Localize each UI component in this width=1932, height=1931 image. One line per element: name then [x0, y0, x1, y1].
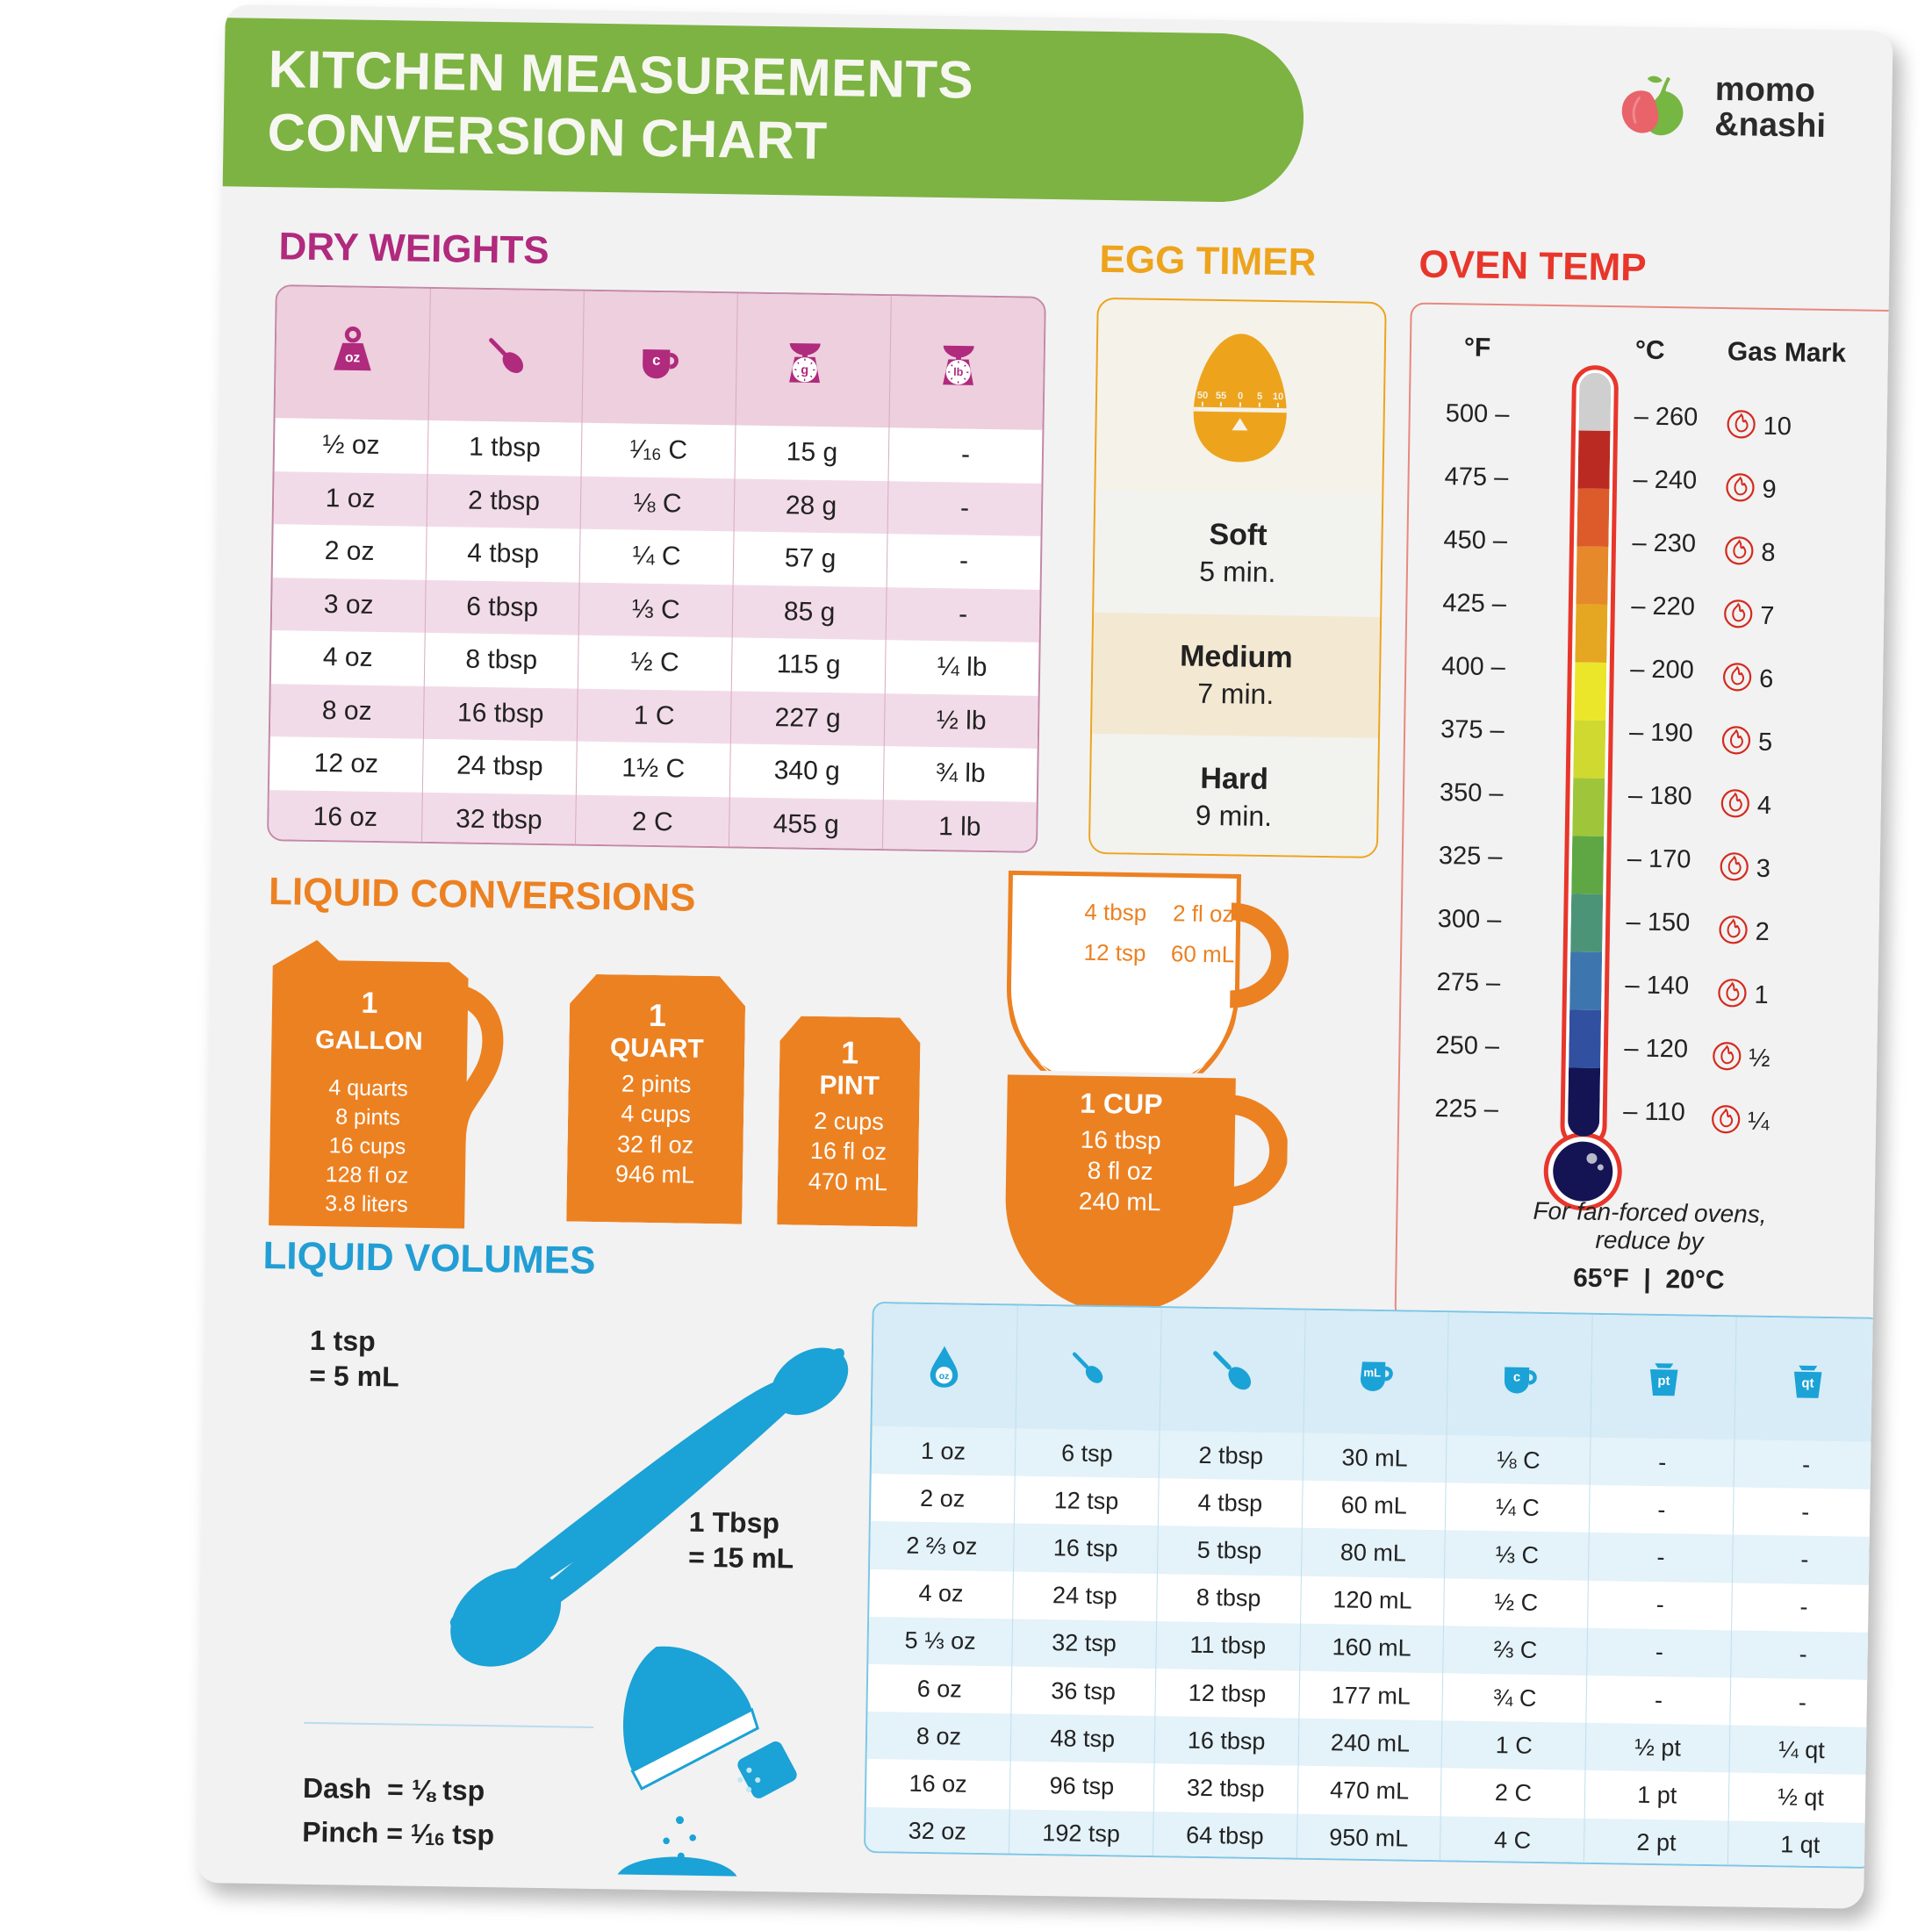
svg-text:oz: oz: [345, 350, 361, 365]
svg-text:pt: pt: [1657, 1375, 1670, 1389]
svg-text:c: c: [652, 353, 660, 369]
svg-text:8 fl oz: 8 fl oz: [1088, 1157, 1153, 1185]
svg-text:oz: oz: [939, 1371, 950, 1382]
svg-text:10: 10: [1273, 391, 1283, 402]
svg-text:240 mL: 240 mL: [1079, 1188, 1161, 1216]
svg-text:c: c: [1513, 1370, 1521, 1384]
svg-text:5: 5: [1257, 391, 1262, 402]
svg-text:60 mL: 60 mL: [1171, 940, 1235, 967]
svg-text:16 cups: 16 cups: [329, 1133, 406, 1159]
svg-text:mL: mL: [1363, 1366, 1381, 1379]
svg-text:1 CUP: 1 CUP: [1080, 1088, 1163, 1120]
svg-text:16 tbsp: 16 tbsp: [1081, 1126, 1161, 1154]
svg-text:55: 55: [1216, 391, 1226, 401]
svg-text:50: 50: [1197, 391, 1208, 401]
svg-text:2 fl oz: 2 fl oz: [1173, 900, 1234, 927]
svg-text:¼ CUP: ¼ CUP: [1086, 978, 1160, 1005]
svg-text:lb: lb: [953, 366, 964, 378]
svg-text:g: g: [801, 363, 808, 377]
svg-text:qt: qt: [1801, 1376, 1813, 1390]
svg-text:12 tsp: 12 tsp: [1083, 939, 1146, 966]
svg-text:128 fl oz: 128 fl oz: [326, 1162, 409, 1188]
svg-text:8 pints: 8 pints: [335, 1104, 400, 1130]
svg-text:3.8 liters: 3.8 liters: [325, 1191, 408, 1217]
svg-text:4 quarts: 4 quarts: [328, 1075, 408, 1101]
svg-text:4 tbsp: 4 tbsp: [1084, 899, 1146, 926]
svg-text:GALLON: GALLON: [315, 1026, 423, 1056]
svg-text:0: 0: [1238, 391, 1243, 401]
svg-text:1: 1: [361, 987, 378, 1020]
